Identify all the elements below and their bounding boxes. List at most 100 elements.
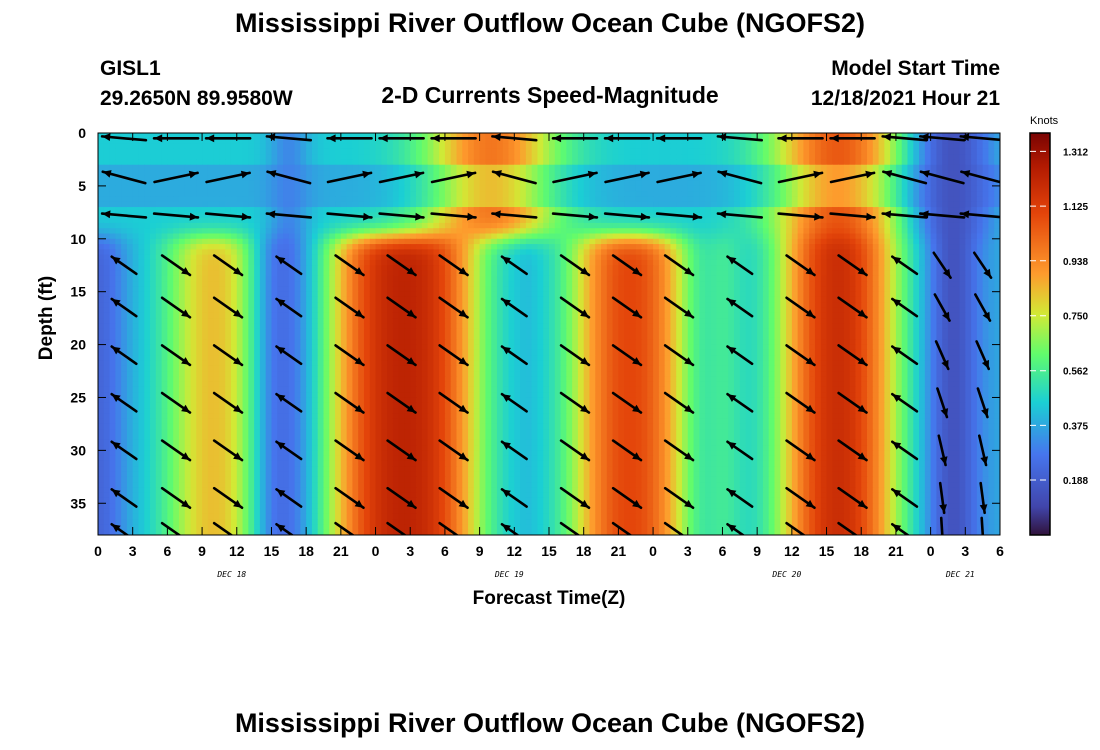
heatmap-cell	[803, 148, 810, 155]
heatmap-cell	[699, 281, 706, 287]
heatmap-cell	[734, 185, 741, 192]
heatmap-cell	[537, 228, 544, 235]
heatmap-cell	[687, 133, 695, 139]
heatmap-cell	[716, 148, 724, 155]
heatmap-cell	[207, 254, 215, 261]
heatmap-cell	[820, 265, 828, 272]
heatmap-cell	[138, 217, 145, 224]
heatmap-cell	[809, 148, 816, 155]
heatmap-cell	[780, 175, 787, 182]
heatmap-cell	[693, 196, 700, 203]
heatmap-cell	[861, 154, 868, 161]
heatmap-cell	[976, 207, 984, 213]
heatmap-cell	[531, 286, 539, 293]
heatmap-cell	[254, 180, 261, 187]
heatmap-cell	[381, 238, 388, 245]
heatmap-cell	[115, 191, 122, 198]
heatmap-cell	[433, 185, 440, 192]
heatmap-cell	[907, 138, 914, 145]
heatmap-cell	[872, 259, 880, 266]
heatmap-cell	[791, 228, 799, 235]
heatmap-cell	[300, 180, 307, 187]
heatmap-cell	[768, 286, 776, 293]
heatmap-cell	[444, 228, 452, 235]
heatmap-cell	[230, 170, 238, 176]
heatmap-cell	[121, 191, 128, 198]
heatmap-cell	[890, 133, 897, 139]
heatmap-cell	[947, 154, 955, 161]
heatmap-cell	[479, 286, 486, 293]
heatmap-cell	[878, 233, 885, 240]
heatmap-cell	[601, 259, 608, 266]
heatmap-cell	[144, 191, 151, 198]
heatmap-cell	[190, 207, 197, 213]
heatmap-cell	[173, 291, 180, 298]
heatmap-cell	[936, 217, 943, 224]
heatmap-cell	[439, 222, 446, 229]
heatmap-cell	[427, 233, 434, 240]
heatmap-cell	[462, 164, 469, 171]
heatmap-cell	[109, 270, 116, 277]
heatmap-cell	[774, 196, 781, 203]
heatmap-cell	[317, 207, 325, 213]
heatmap-cell	[242, 275, 249, 282]
heatmap-cell	[751, 201, 758, 208]
heatmap-cell	[190, 191, 197, 198]
heatmap-cell	[317, 164, 325, 171]
heatmap-cell	[589, 148, 596, 155]
heatmap-cell	[554, 185, 562, 192]
heatmap-cell	[410, 238, 417, 245]
heatmap-cell	[502, 238, 510, 245]
heatmap-cell	[994, 275, 1000, 282]
heatmap-cell	[225, 275, 232, 282]
heatmap-cell	[832, 244, 839, 250]
heatmap-cell	[722, 291, 729, 298]
heatmap-cell	[225, 270, 232, 277]
heatmap-cell	[583, 275, 591, 282]
heatmap-cell	[803, 275, 810, 282]
heatmap-cell	[207, 143, 215, 150]
heatmap-cell	[953, 170, 961, 176]
heatmap-cell	[884, 291, 891, 298]
heatmap-cell	[265, 143, 273, 150]
heatmap-cell	[132, 233, 140, 240]
heatmap-cell	[392, 291, 400, 298]
heatmap-cell	[421, 154, 429, 161]
heatmap-cell	[589, 296, 596, 303]
heatmap-cell	[520, 286, 527, 293]
heatmap-cell	[219, 281, 226, 287]
heatmap-cell	[710, 154, 718, 161]
heatmap-cell	[433, 159, 440, 166]
heatmap-cell	[606, 238, 614, 245]
heatmap-cell	[150, 259, 157, 266]
heatmap-cell	[404, 238, 411, 245]
heatmap-cell	[219, 148, 226, 155]
heatmap-cell	[132, 238, 140, 245]
heatmap-cell	[687, 175, 695, 182]
heatmap-cell	[161, 159, 168, 166]
heatmap-cell	[121, 281, 128, 287]
heatmap-cell	[317, 159, 325, 166]
heatmap-cell	[155, 296, 163, 303]
heatmap-cell	[225, 133, 232, 139]
heatmap-cell	[629, 222, 637, 229]
heatmap-cell	[196, 286, 203, 293]
heatmap-cell	[768, 291, 776, 298]
heatmap-cell	[913, 180, 920, 187]
heatmap-cell	[369, 191, 377, 198]
heatmap-cell	[161, 275, 168, 282]
heatmap-cell	[913, 207, 920, 213]
heatmap-cell	[144, 249, 151, 256]
heatmap-cell	[895, 233, 903, 240]
heatmap-cell	[144, 286, 151, 293]
heatmap-cell	[895, 185, 903, 192]
heatmap-cell	[635, 254, 643, 261]
heatmap-cell	[433, 233, 440, 240]
heatmap-cell	[363, 143, 371, 150]
heatmap-cell	[311, 275, 319, 282]
heatmap-cell	[375, 296, 382, 303]
heatmap-cell	[606, 185, 614, 192]
heatmap-cell	[485, 138, 492, 145]
heatmap-cell	[167, 164, 174, 171]
heatmap-cell	[838, 217, 845, 224]
